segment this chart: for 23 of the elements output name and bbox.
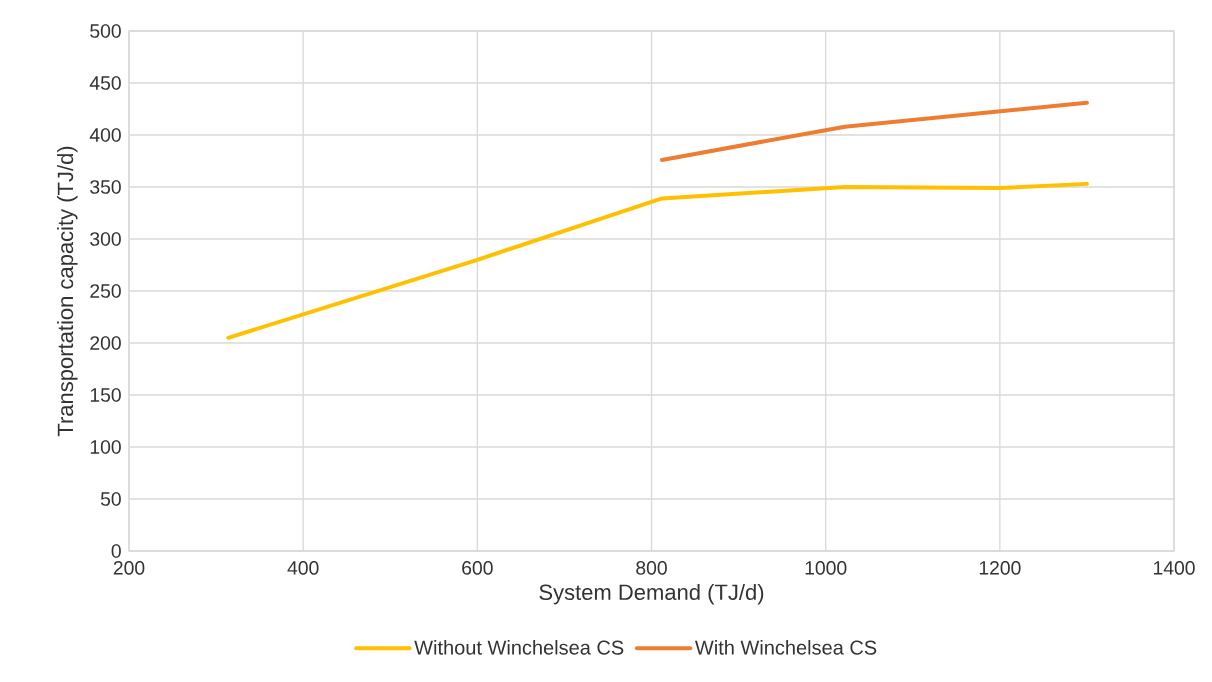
x-axis-title: System Demand (TJ/d) [539,583,764,605]
y-tick-label: 500 [90,24,121,38]
x-tick-label: 600 [462,561,493,575]
y-tick-label: 50 [100,492,121,506]
y-tick-label: 100 [90,440,121,454]
x-tick-label: 1400 [1153,561,1195,575]
line-series [226,181,1089,340]
x-tick-label: 1200 [979,561,1021,575]
y-tick-label: 400 [89,128,121,142]
y-tick-label: 450 [89,76,121,90]
x-tick-label: 200 [113,561,145,575]
y-tick-label: 0 [111,544,121,558]
x-tick-label: 800 [636,561,667,575]
legend-label: With Winchelsea CS [695,639,877,655]
legend-label: Without Winchelsea CS [414,639,624,655]
x-tick-label: 1000 [805,561,847,575]
y-axis-title: Transportation capacity (TJ/d) [57,146,78,437]
y-tick-label: 350 [90,180,121,194]
y-tick-label: 300 [90,232,121,246]
x-tick-label: 400 [287,561,319,575]
y-tick-label: 250 [90,284,121,298]
y-tick-label: 150 [90,388,121,402]
y-tick-label: 200 [90,336,121,350]
